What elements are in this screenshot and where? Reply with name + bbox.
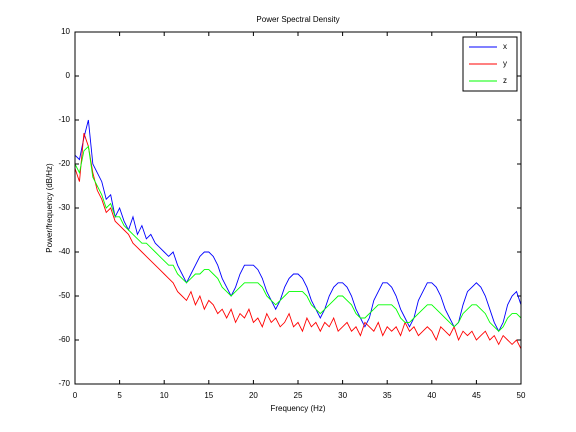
x-tick-label: 50 [517,391,526,400]
x-tick-label: 35 [383,391,392,400]
x-axis-label: Frequency (Hz) [270,404,325,413]
series-line [74,119,522,333]
x-tick-label: 25 [294,391,303,400]
y-axis-label: Power/frequency (dB/Hz) [45,163,54,253]
y-tick-label: 0 [66,71,71,80]
y-tick-label: -10 [58,115,70,124]
y-tick-label: -20 [58,159,70,168]
legend-label: z [503,76,507,85]
x-tick-label: 5 [117,391,122,400]
y-tick-label: -30 [58,203,70,212]
x-tick-label: 45 [472,391,481,400]
axes-box [74,31,522,385]
x-tick-label: 15 [204,391,213,400]
x-tick-label: 10 [160,391,169,400]
y-tick-label: -70 [58,379,70,388]
x-tick-label: 40 [427,391,436,400]
y-tick-label: -50 [58,291,70,300]
x-tick-label: 20 [249,391,258,400]
y-tick-label: 10 [61,27,70,36]
x-tick-label: 30 [338,391,347,400]
legend-label: y [503,59,507,68]
legend-label: x [503,42,507,51]
chart-title: Power Spectral Density [256,15,339,24]
series-line [74,133,522,350]
series-line [74,145,522,332]
y-tick-label: -40 [58,247,70,256]
x-tick-label: 0 [73,391,78,400]
y-tick-label: -60 [58,335,70,344]
